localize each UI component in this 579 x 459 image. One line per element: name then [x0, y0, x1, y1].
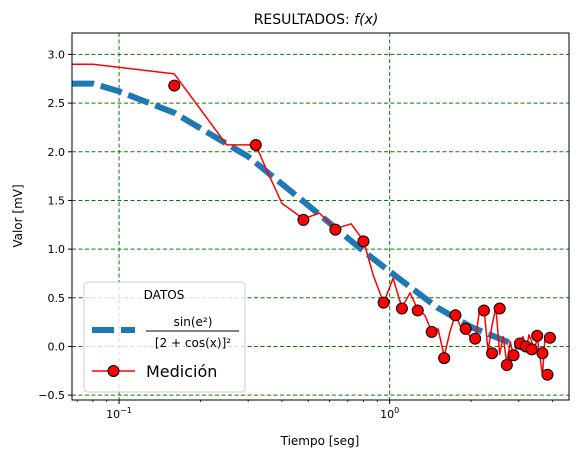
- measurement-point: [500, 358, 513, 371]
- legend-model-denominator: [2 + cos(x)]²: [155, 336, 231, 350]
- measurement-point: [249, 138, 262, 151]
- data-layer: [72, 63, 556, 381]
- measurement-point: [357, 235, 370, 248]
- y-tick-label: −0.5: [38, 389, 65, 402]
- legend-measurement-label: Medición: [146, 362, 217, 381]
- grid: [72, 33, 569, 400]
- chart-title-math: f(x): [354, 12, 378, 28]
- measurement-point: [469, 332, 482, 345]
- y-tick-label: 0.5: [48, 292, 66, 305]
- measurement-point: [543, 331, 556, 344]
- legend-model-numerator: sin(e²): [174, 315, 213, 329]
- measurement-point: [493, 302, 506, 315]
- legend-box: [83, 281, 246, 393]
- measurement-point: [377, 296, 390, 309]
- measurement-point: [395, 302, 408, 315]
- y-tick-label: 2.0: [48, 146, 66, 159]
- chart-title: RESULTADOS: f(x): [254, 12, 379, 28]
- y-tick-label: 3.0: [48, 48, 66, 61]
- measurement-point: [297, 213, 310, 226]
- measurement-point: [541, 368, 554, 381]
- plot-frame: [71, 32, 570, 401]
- measurement-point: [411, 304, 424, 317]
- measurement-point: [531, 329, 544, 342]
- legend: DATOS sin(e²) [2 + cos(x)]² Medición: [83, 281, 246, 393]
- chart-title-text: RESULTADOS:: [254, 12, 354, 28]
- measurement-point: [168, 79, 181, 92]
- measurement-point: [477, 304, 490, 317]
- x-tick-label-base: 10: [380, 408, 394, 421]
- legend-measurement-swatch-marker: [107, 365, 120, 377]
- measurement-point: [459, 322, 472, 335]
- measurement-point: [536, 347, 549, 360]
- x-tick-label-exponent: 0: [394, 406, 399, 415]
- measurement-point: [425, 325, 438, 338]
- legend-title: DATOS: [144, 288, 185, 302]
- axis-ticks: −0.50.00.51.01.52.02.53.010−1 100: [38, 48, 553, 421]
- x-tick-label-exponent: −1: [120, 406, 132, 415]
- y-tick-label: 2.5: [48, 97, 66, 110]
- measurement-point: [438, 352, 451, 365]
- measurement-point: [525, 343, 538, 356]
- measurement-point: [329, 223, 342, 236]
- y-tick-label: 0.0: [48, 340, 66, 353]
- y-axis-label: Valor [mV]: [11, 184, 25, 247]
- x-tick-label-base: 10: [106, 408, 120, 421]
- measurement-point: [449, 309, 462, 322]
- measurement-point: [486, 347, 499, 360]
- y-tick-label: 1.5: [48, 194, 66, 207]
- y-tick-label: 1.0: [48, 243, 66, 256]
- x-tick-label: 10−1: [106, 406, 132, 421]
- measurement-point: [507, 349, 520, 362]
- x-tick-label: 100: [380, 406, 399, 421]
- x-axis-label: Tiempo [seg]: [280, 434, 360, 448]
